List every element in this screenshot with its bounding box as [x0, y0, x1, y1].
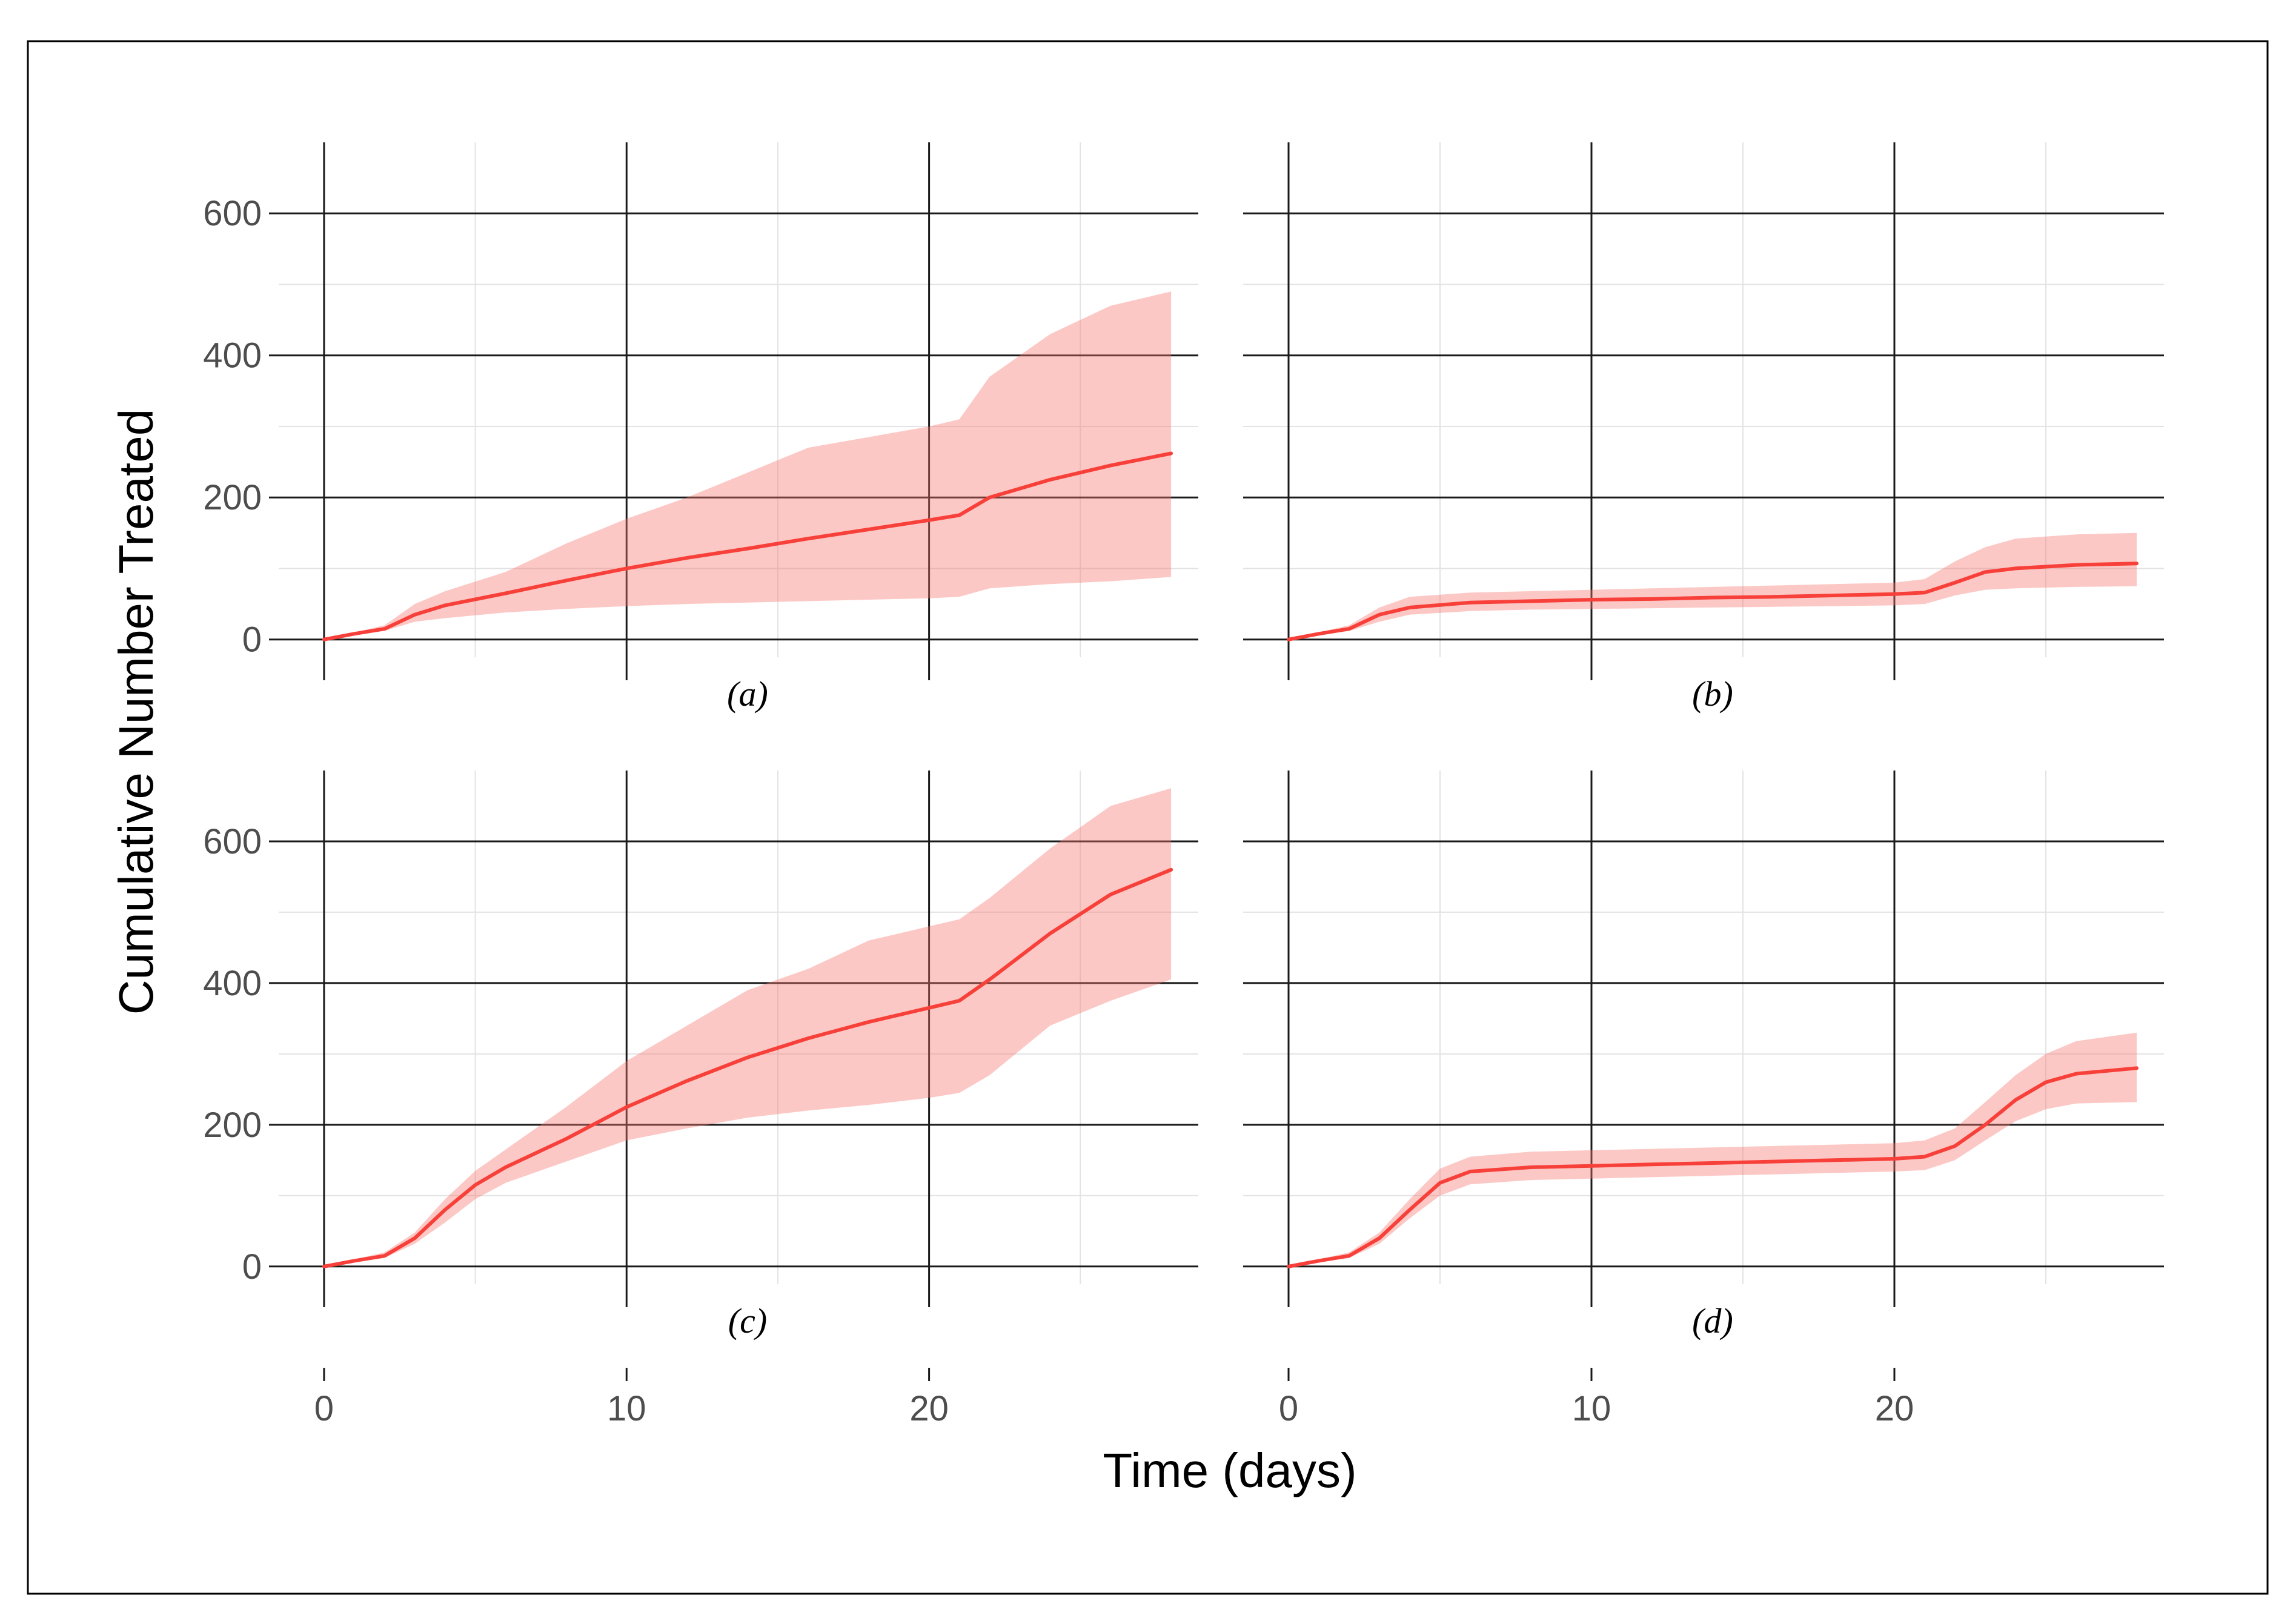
x-axis-title: Time (days): [1103, 1443, 1356, 1497]
x-tick-label: 20: [1875, 1389, 1914, 1428]
mean-line: [322, 451, 1173, 641]
panel-label: (c): [728, 1301, 767, 1341]
mean-line: [322, 867, 1173, 1268]
x-tick-label: 20: [909, 1389, 949, 1428]
confidence-band: [324, 788, 1172, 1267]
panel-3: 0 200 400 600 (c) 0 10 20: [203, 771, 1198, 1428]
panel-label: (b): [1692, 674, 1733, 714]
panels-group: 0 200 400 600 (a) (b) 0 200 400 600 (c) 0 10 20 (d) 0 10…: [203, 142, 2164, 1428]
confidence-band: [1289, 532, 2137, 640]
y-tick-label: 200: [203, 478, 262, 517]
mean-line: [1287, 1066, 2139, 1268]
panel-1: 0 200 400 600 (a): [203, 142, 1198, 714]
y-tick-label: 200: [203, 1105, 262, 1145]
panel-label: (a): [727, 674, 768, 714]
y-tick-label: 0: [242, 620, 262, 660]
panel-2: (b): [1243, 142, 2164, 714]
confidence-band: [1289, 1032, 2137, 1267]
y-tick-label: 400: [203, 964, 262, 1003]
x-tick-label: 0: [314, 1389, 334, 1428]
confidence-band: [324, 291, 1172, 640]
x-tick-label: 10: [1572, 1389, 1611, 1428]
x-tick-label: 0: [1279, 1389, 1298, 1428]
x-tick-label: 10: [607, 1389, 646, 1428]
y-axis-title: Cumulative Number Treated: [109, 409, 163, 1015]
y-tick-label: 400: [203, 336, 262, 376]
y-tick-label: 0: [242, 1247, 262, 1287]
panel-label: (d): [1692, 1301, 1733, 1341]
y-tick-label: 600: [203, 194, 262, 233]
panel-4: (d) 0 10 20: [1243, 771, 2164, 1428]
y-tick-label: 600: [203, 822, 262, 861]
mean-line: [1287, 562, 2139, 641]
